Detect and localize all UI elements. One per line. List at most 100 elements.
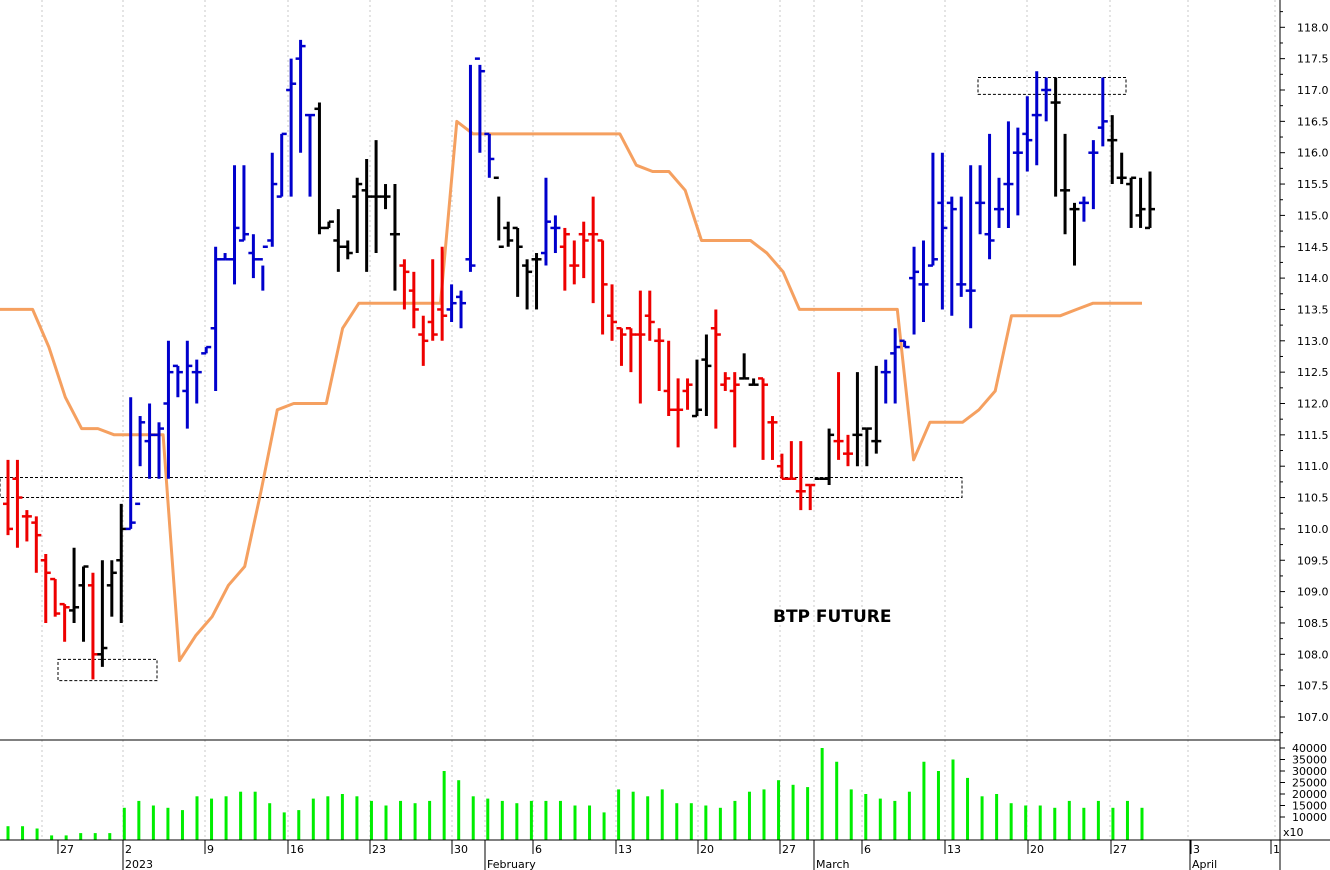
ohlc-bar [654, 328, 665, 391]
ohlc-bar [975, 165, 986, 235]
ohlc-bar [578, 221, 589, 279]
ohlc-bar [69, 547, 80, 623]
ohlc-bar [229, 165, 240, 285]
ohlc-bar [163, 340, 174, 479]
ohlc-bar [861, 427, 872, 467]
ohlc-bar [3, 459, 13, 536]
dashed-box [977, 76, 1127, 95]
ohlc-bar [78, 565, 89, 642]
ohlc-bar [135, 416, 146, 506]
ohlc-bar [267, 152, 278, 247]
ohlc-bar [172, 364, 183, 398]
ohlc-bar [50, 577, 61, 617]
price-tick-label: 115.0 [1297, 209, 1329, 222]
ohlc-bar [748, 378, 759, 386]
ohlc-bar [87, 572, 98, 680]
ohlc-bar [607, 284, 618, 341]
ohlc-bar [927, 152, 938, 267]
month-label: February [487, 858, 536, 870]
date-tick-label: 13 [947, 843, 961, 856]
ohlc-bar [295, 39, 306, 153]
ohlc-bar [474, 57, 485, 153]
price-tick-label: 110.5 [1297, 492, 1329, 505]
date-tick-label: 6 [864, 843, 871, 856]
ohlc-bar [993, 177, 1004, 228]
ohlc-bar [201, 345, 212, 355]
volume-layer [6, 748, 1144, 840]
ohlc-layer [3, 39, 1155, 680]
ohlc-bar [795, 441, 806, 511]
ohlc-bar [663, 340, 674, 417]
date-tick-label: 20 [1030, 843, 1044, 856]
date-tick-label: 27 [782, 843, 796, 856]
ohlc-bar [880, 359, 891, 404]
ohlc-bar [342, 240, 353, 260]
ohlc-bar [890, 328, 901, 404]
ohlc-bar [154, 422, 165, 479]
ohlc-bar [503, 221, 514, 247]
ohlc-bar [1097, 77, 1108, 147]
ohlc-bar [427, 259, 438, 341]
ohlc-bar [484, 132, 495, 178]
ohlc-bar [1012, 127, 1023, 216]
ohlc-bar [871, 365, 882, 454]
ohlc-bar [399, 259, 410, 310]
volume-tick-label: 40000 [1292, 742, 1327, 755]
ohlc-bar [786, 441, 797, 480]
date-tick-label: 3 [1193, 843, 1200, 856]
volume-tick-label: 35000 [1292, 754, 1327, 767]
price-tick-label: 115.5 [1297, 178, 1329, 191]
ohlc-bar [588, 196, 599, 304]
ohlc-bar [625, 327, 636, 373]
ohlc-bar [531, 253, 542, 310]
ohlc-bar [965, 165, 976, 329]
date-tick-label: 9 [207, 843, 214, 856]
ohlc-bar [456, 290, 467, 329]
volume-multiplier-label: x10 [1283, 826, 1304, 839]
ohlc-bar [1078, 196, 1089, 222]
ohlc-bar [1041, 77, 1052, 122]
ohlc-bar [635, 290, 646, 404]
date-tick-label: 27 [1113, 843, 1127, 856]
date-tick-label: 2 [125, 843, 132, 856]
dashed-box [57, 658, 158, 682]
ohlc-bar [314, 102, 325, 235]
ohlc-bar [323, 220, 334, 230]
volume-tick-label: 30000 [1292, 765, 1327, 778]
month-label: April [1192, 858, 1217, 870]
grid-layer [41, 0, 1276, 840]
date-tick-label: 16 [290, 843, 304, 856]
volume-tick-label: 20000 [1292, 788, 1327, 801]
ohlc-bar [616, 327, 627, 366]
ohlc-bar [144, 403, 155, 479]
ohlc-bar [389, 184, 400, 291]
ohlc-bar [333, 209, 344, 272]
month-label: 2023 [125, 858, 153, 870]
ohlc-bar [408, 271, 419, 329]
line-layer [0, 119, 1142, 663]
ohlc-bar [59, 602, 70, 642]
ohlc-bar [40, 553, 51, 623]
ohlc-bar [257, 245, 268, 291]
price-tick-label: 114.0 [1297, 272, 1329, 285]
ohlc-bar [21, 510, 32, 542]
ohlc-bar [1022, 96, 1033, 172]
ohlc-bar [833, 372, 844, 460]
orange-line-series [0, 119, 1142, 663]
date-tick-label: 6 [535, 843, 542, 856]
ohlc-bar [238, 165, 249, 242]
date-tick-label: 23 [372, 843, 386, 856]
ohlc-bar [361, 158, 372, 272]
ohlc-bar [116, 503, 127, 623]
price-tick-label: 112.0 [1297, 398, 1329, 411]
price-tick-label: 114.5 [1297, 241, 1329, 254]
price-tick-label: 117.0 [1297, 84, 1329, 97]
ohlc-bar [522, 259, 533, 310]
ohlc-bar [559, 227, 570, 291]
price-tick-label: 110.0 [1297, 523, 1329, 536]
ohlc-bar [540, 177, 551, 266]
ohlc-bar [918, 240, 929, 322]
ohlc-bar [956, 196, 967, 297]
ohlc-bar [644, 290, 655, 341]
